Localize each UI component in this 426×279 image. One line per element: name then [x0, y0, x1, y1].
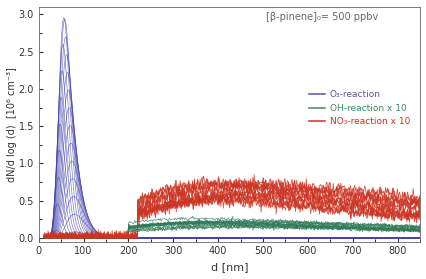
Text: [β-pinene]₀= 500 ppbv: [β-pinene]₀= 500 ppbv	[265, 12, 377, 22]
X-axis label: d [nm]: d [nm]	[210, 262, 248, 272]
Y-axis label: dN/d log (d)  [10⁶ cm⁻³]: dN/d log (d) [10⁶ cm⁻³]	[7, 67, 17, 182]
Legend: O₃-reaction, OH-reaction x 10, NO₃-reaction x 10: O₃-reaction, OH-reaction x 10, NO₃-react…	[305, 86, 413, 130]
